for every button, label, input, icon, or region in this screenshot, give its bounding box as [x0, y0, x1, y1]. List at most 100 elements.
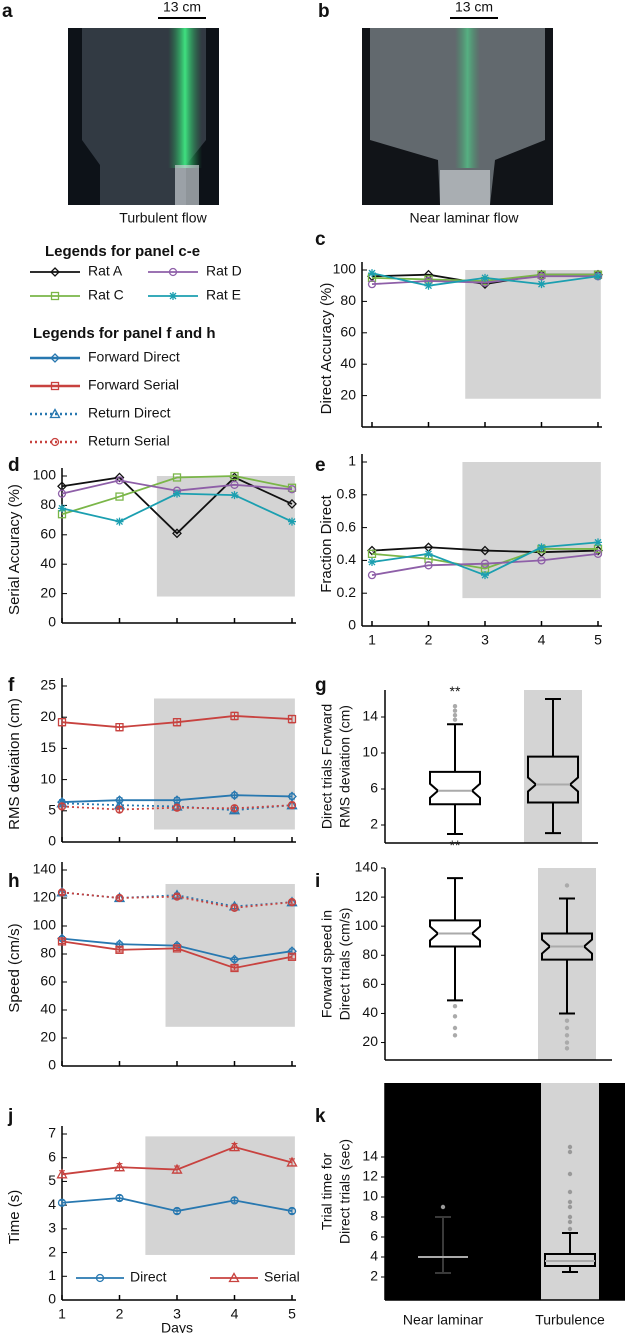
flier: [564, 1025, 570, 1031]
marker: [480, 545, 490, 556]
y-tick-label: 6: [370, 1228, 378, 1244]
marker: [228, 804, 241, 815]
marker: [424, 549, 433, 558]
y-tick-label: 0: [48, 1291, 56, 1307]
marker: [230, 471, 239, 481]
y-tick-label: 0.8: [337, 486, 357, 502]
y-tick-label: 80: [40, 945, 56, 961]
y-tick-label: 0.6: [337, 518, 357, 534]
y-tick-label: 0: [348, 617, 356, 633]
x-tick-label: 1: [368, 632, 376, 648]
flier: [452, 713, 458, 718]
x-tick-label: 3: [481, 632, 489, 648]
y-tick-label: 60: [40, 526, 56, 542]
marker: [287, 801, 297, 810]
panel-letter: h: [8, 871, 20, 892]
marker: [594, 538, 602, 547]
y-tick-label: 25: [40, 677, 56, 693]
panel-letter: j: [7, 1106, 13, 1127]
flier: [452, 1003, 458, 1009]
x-tick-label: 1: [58, 1306, 66, 1322]
flier: [452, 708, 458, 713]
whisker: [447, 877, 463, 921]
x-tick-label: Near laminar: [403, 1312, 483, 1328]
marker: [172, 892, 182, 901]
x-tick-label: 4: [538, 632, 546, 648]
flier: [452, 704, 458, 709]
marker: [228, 1272, 240, 1283]
y-axis-label: Fraction Direct: [318, 494, 335, 592]
flier: [567, 1189, 573, 1195]
whisker: [435, 1216, 451, 1257]
y-tick-label: 140: [355, 859, 379, 875]
flier: [567, 1171, 573, 1177]
whisker: [559, 959, 575, 1015]
y-axis-label: Forward speed in: [319, 910, 335, 1018]
legend-title: Legends for panel c-e: [45, 243, 200, 260]
panel-letter: g: [315, 675, 327, 696]
y-tick-label: 120: [33, 889, 57, 905]
panel-letter: k: [315, 1106, 326, 1127]
error-bar: [289, 899, 295, 905]
flier: [567, 1219, 573, 1225]
marker: [287, 952, 297, 961]
marker: [537, 280, 546, 289]
marker: [367, 279, 377, 289]
y-tick-label: 20: [40, 1029, 56, 1045]
y-tick-label: 20: [40, 708, 56, 724]
legend-label: Forward Serial: [88, 377, 179, 393]
marker: [367, 571, 377, 580]
legend-label: Direct: [130, 1269, 167, 1285]
y-tick-label: 40: [40, 1001, 56, 1017]
panel-letter: b: [318, 1, 330, 22]
flier: [564, 1033, 570, 1038]
error-bar: [231, 965, 238, 971]
y-axis-label: Direct trials Forward: [319, 704, 335, 829]
marker: [368, 558, 376, 567]
flier: [452, 1025, 458, 1031]
marker: [230, 804, 239, 813]
y-tick-label: 10: [362, 744, 378, 760]
marker: [287, 499, 297, 509]
caption: Near laminar flow: [410, 210, 520, 226]
box: [541, 932, 593, 961]
flier: [567, 1149, 573, 1155]
legend-label: Rat E: [206, 287, 241, 303]
y-axis-label: Trial time for: [319, 1153, 335, 1231]
whisker: [447, 723, 463, 772]
flier: [452, 1033, 458, 1038]
y-axis-label: RMS deviation (cm): [6, 698, 23, 830]
marker: [229, 790, 240, 801]
y-tick-label: 20: [40, 584, 56, 600]
y-tick-label: 10: [362, 1188, 378, 1204]
x-tick-label: 3: [173, 1306, 181, 1322]
y-tick-label: 40: [40, 555, 56, 571]
whisker: [545, 802, 561, 835]
whisker: [562, 1232, 578, 1254]
x-tick-label: 4: [231, 1306, 239, 1322]
marker: [115, 476, 124, 485]
marker: [287, 714, 297, 724]
shaded-region: [465, 270, 601, 399]
y-tick-label: 100: [33, 917, 57, 933]
y-tick-label: 60: [340, 324, 356, 340]
y-tick-label: 0.4: [337, 551, 357, 567]
marker: [57, 937, 67, 946]
y-tick-label: 1: [48, 1267, 56, 1283]
shaded-region: [145, 1136, 295, 1255]
marker: [536, 547, 547, 558]
y-tick-label: 80: [340, 292, 356, 308]
flier: [567, 1214, 573, 1220]
marker: [287, 898, 297, 907]
marker: [57, 888, 67, 897]
series-line: [371, 546, 599, 554]
marker: [57, 1198, 67, 1207]
marker: [172, 473, 182, 482]
error-bar: [59, 938, 65, 944]
marker: [57, 802, 67, 811]
marker: [594, 272, 602, 281]
legend-label: Serial: [264, 1269, 300, 1285]
marker: [57, 489, 67, 498]
error-bar: [174, 945, 180, 951]
